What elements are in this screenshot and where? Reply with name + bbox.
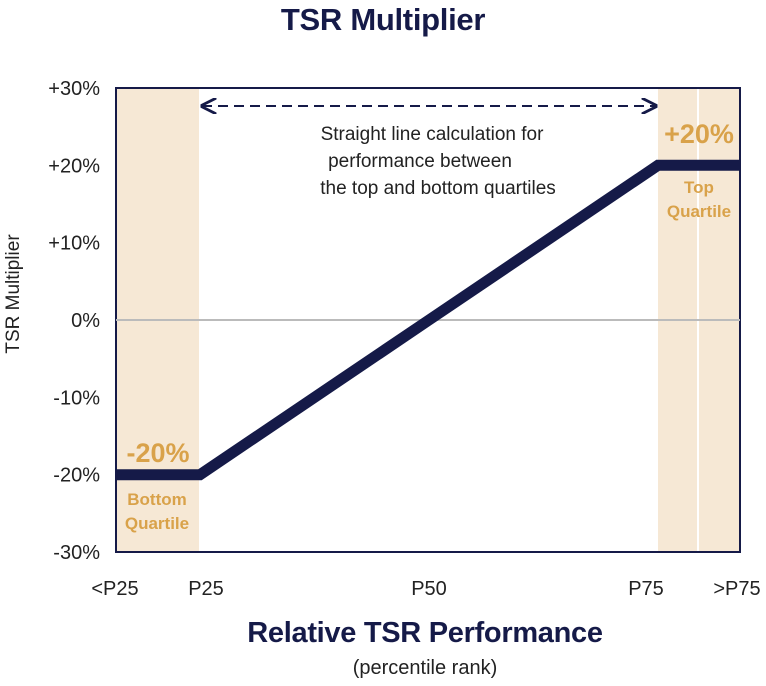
y-tick-label: +20% xyxy=(48,155,100,177)
top-zone-label-line-1: Top xyxy=(684,178,714,197)
bottom-zone-label-line-1: Bottom xyxy=(127,490,186,509)
x-axis-ticks: <P25 P25 P50 P75 >P75 xyxy=(91,578,760,600)
x-tick-label: >P75 xyxy=(713,578,760,600)
x-tick-label: P50 xyxy=(411,578,447,600)
y-tick-label: -20% xyxy=(53,465,100,487)
y-tick-label: +30% xyxy=(48,78,100,100)
y-tick-label: -30% xyxy=(53,542,100,564)
note-line-2: performance between xyxy=(328,151,512,172)
series-line-tsr-multiplier xyxy=(116,159,740,481)
y-tick-label: 0% xyxy=(71,310,100,332)
top-value-label: +20% xyxy=(664,119,734,149)
bottom-value-label: -20% xyxy=(126,438,189,468)
y-axis-ticks: +30% +20% +10% 0% -10% -20% -30% xyxy=(48,78,100,564)
bottom-zone-label-line-2: Quartile xyxy=(125,514,189,533)
x-axis-title: Relative TSR Performance xyxy=(247,617,603,649)
x-tick-label: P25 xyxy=(188,578,224,600)
note-line-3: the top and bottom quartiles xyxy=(320,178,556,199)
y-tick-label: -10% xyxy=(53,387,100,409)
note-line-1: Straight line calculation for xyxy=(321,124,545,145)
x-tick-label: P75 xyxy=(628,578,664,600)
y-tick-label: +10% xyxy=(48,233,100,255)
x-tick-label: <P25 xyxy=(91,578,138,600)
x-axis-subtitle: (percentile rank) xyxy=(352,657,498,679)
top-zone-label-line-2: Quartile xyxy=(667,202,731,221)
chart-title: TSR Multiplier xyxy=(280,2,486,37)
